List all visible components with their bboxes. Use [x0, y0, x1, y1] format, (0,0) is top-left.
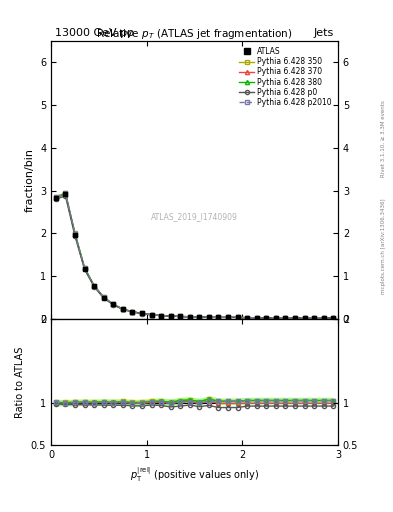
Title: Relative $p_T$ (ATLAS jet fragmentation): Relative $p_T$ (ATLAS jet fragmentation): [96, 27, 293, 41]
Y-axis label: Ratio to ATLAS: Ratio to ATLAS: [15, 347, 25, 418]
Text: Jets: Jets: [314, 28, 334, 38]
Text: Rivet 3.1.10, ≥ 3.3M events: Rivet 3.1.10, ≥ 3.3M events: [381, 100, 386, 177]
Y-axis label: fraction/bin: fraction/bin: [24, 148, 35, 212]
X-axis label: $p_{\rm T}^{\rm |rel|}$ (positive values only): $p_{\rm T}^{\rm |rel|}$ (positive values…: [130, 466, 259, 484]
Legend: ATLAS, Pythia 6.428 350, Pythia 6.428 370, Pythia 6.428 380, Pythia 6.428 p0, Py: ATLAS, Pythia 6.428 350, Pythia 6.428 37…: [237, 45, 334, 109]
Text: mcplots.cern.ch [arXiv:1306.3436]: mcplots.cern.ch [arXiv:1306.3436]: [381, 198, 386, 293]
Text: ATLAS_2019_I1740909: ATLAS_2019_I1740909: [151, 211, 238, 221]
Text: 13000 GeV pp: 13000 GeV pp: [55, 28, 134, 38]
